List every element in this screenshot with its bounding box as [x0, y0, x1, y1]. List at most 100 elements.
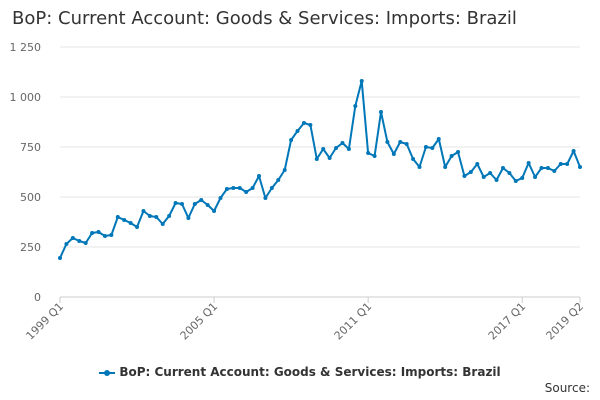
data-point: [212, 209, 217, 213]
data-point: [186, 216, 191, 220]
data-point: [481, 175, 486, 179]
x-tick-label: 2017 Q1: [486, 300, 529, 343]
data-point: [423, 145, 428, 149]
data-point: [391, 152, 396, 156]
data-point: [173, 201, 178, 205]
data-point: [83, 241, 88, 245]
data-point: [398, 140, 403, 144]
legend-line-marker-icon: [99, 368, 116, 378]
data-point: [456, 150, 461, 154]
data-point: [411, 157, 416, 161]
data-point: [269, 186, 274, 190]
data-point: [64, 242, 69, 246]
data-point: [237, 186, 242, 190]
data-point: [308, 123, 313, 127]
data-point: [372, 154, 377, 158]
data-point: [500, 166, 505, 170]
y-axis-tick-labels: 0 250 500 750 1 000 1 250: [10, 41, 42, 304]
data-point: [533, 175, 538, 179]
data-point: [70, 236, 75, 240]
data-point: [552, 169, 557, 173]
y-tick-label: 500: [20, 191, 41, 204]
data-point: [359, 79, 364, 83]
data-point: [109, 233, 114, 237]
data-point: [571, 149, 576, 153]
data-point: [545, 166, 550, 170]
data-point: [520, 176, 525, 180]
data-point: [224, 187, 229, 191]
data-point: [250, 186, 255, 190]
data-point: [404, 142, 409, 146]
y-tick-label: 250: [20, 241, 41, 254]
data-point: [147, 214, 152, 218]
x-tick-label: 2005 Q1: [178, 300, 221, 343]
data-point: [231, 186, 236, 190]
data-point: [167, 214, 172, 218]
series-line: [59, 80, 581, 259]
data-point: [96, 230, 101, 234]
data-point: [468, 170, 473, 174]
data-point: [436, 137, 441, 141]
y-tick-label: 1 000: [10, 91, 42, 104]
data-point: [128, 221, 133, 225]
data-point: [321, 147, 326, 151]
data-point: [539, 166, 544, 170]
data-point: [205, 203, 210, 207]
data-point: [346, 147, 351, 151]
data-point: [218, 196, 223, 200]
data-point: [301, 121, 306, 125]
data-point: [102, 234, 107, 238]
data-point: [507, 171, 512, 175]
data-point: [58, 256, 62, 260]
data-point: [244, 190, 249, 194]
data-point: [199, 198, 204, 202]
data-point: [334, 146, 339, 150]
x-tick-label: 2019 Q2: [544, 300, 587, 343]
data-point: [366, 151, 371, 155]
data-point: [263, 196, 268, 200]
data-point: [565, 162, 570, 166]
gridlines: [60, 46, 580, 298]
data-point: [449, 154, 454, 158]
data-point: [443, 165, 448, 169]
x-tick-label: 2011 Q1: [332, 300, 375, 343]
source-label: Source:: [544, 381, 590, 395]
data-point: [192, 202, 197, 206]
data-point: [160, 222, 165, 226]
y-tick-label: 750: [20, 141, 41, 154]
data-point: [513, 179, 518, 183]
series-line-group: [58, 79, 582, 260]
data-point: [276, 178, 281, 182]
y-tick-label: 0: [34, 291, 41, 304]
data-point: [558, 162, 563, 166]
data-point: [90, 231, 95, 235]
data-point: [417, 165, 422, 169]
data-point: [578, 165, 582, 169]
data-point: [385, 140, 390, 144]
data-point: [289, 138, 294, 142]
data-point: [353, 104, 358, 108]
data-point: [340, 141, 345, 145]
data-point: [154, 215, 159, 219]
data-point: [314, 157, 319, 161]
data-point: [327, 156, 332, 160]
data-point: [135, 225, 140, 229]
data-point: [462, 174, 467, 178]
chart-title: BoP: Current Account: Goods & Services: …: [12, 8, 517, 29]
data-point: [430, 146, 435, 150]
data-point: [77, 239, 82, 243]
data-point: [378, 110, 383, 114]
x-axis: 1999 Q1 2005 Q1 2011 Q1 2017 Q1 2019 Q2: [24, 297, 587, 343]
legend[interactable]: BoP: Current Account: Goods & Services: …: [0, 365, 600, 379]
y-tick-label: 1 250: [10, 41, 42, 54]
data-point: [494, 178, 499, 182]
data-point: [179, 202, 184, 206]
data-point: [257, 174, 262, 178]
data-point: [526, 161, 531, 165]
x-tick-label: 1999 Q1: [24, 300, 67, 343]
data-point: [141, 209, 146, 213]
legend-series-label: BoP: Current Account: Goods & Services: …: [119, 365, 501, 379]
data-point: [475, 162, 480, 166]
data-point: [488, 171, 493, 175]
